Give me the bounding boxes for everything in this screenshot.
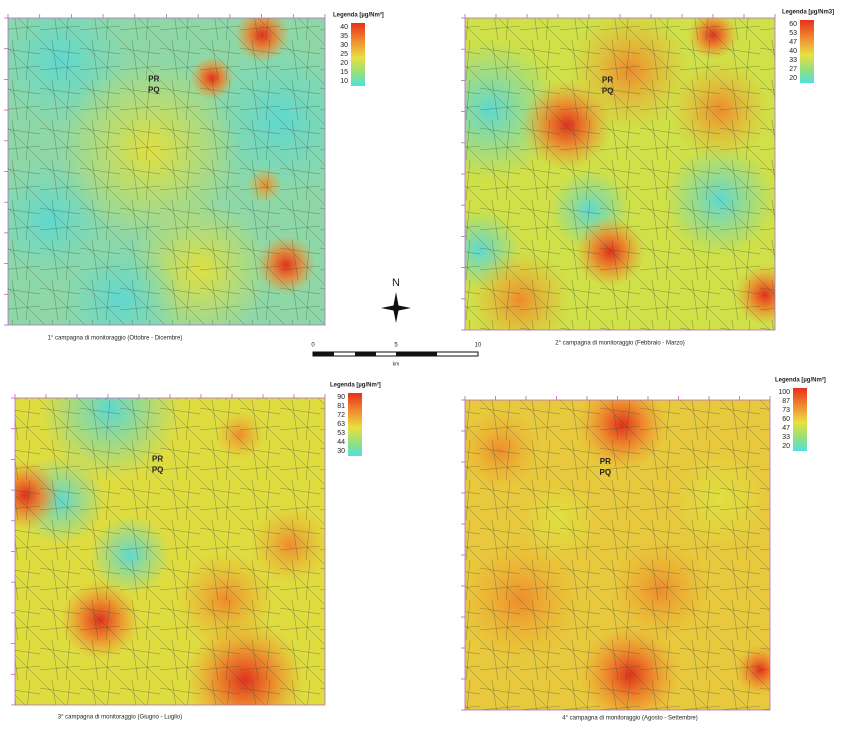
legend-colorbar xyxy=(348,393,362,456)
map-caption: 2° campagna di monitoraggio (Febbraio - … xyxy=(555,341,684,347)
map-panel: PR PQ Legenda [µg/Nm³] 100 87 73 60 47 33 20 4° ca… xyxy=(460,377,826,725)
legend-value: 81 xyxy=(337,403,345,410)
legend-value: 10 xyxy=(340,78,348,85)
legend-value: 44 xyxy=(337,439,345,446)
legend-value: 15 xyxy=(340,69,348,76)
figure: N 0 5 10 km PR PQ Legenda [µg/Nm³] 40 35 30 25… xyxy=(0,0,861,727)
heatmap xyxy=(420,10,795,350)
legend-value: 20 xyxy=(782,443,790,450)
legend-value: 40 xyxy=(340,24,348,31)
map-caption: 1° campagna di monitoraggio (Ottobre - D… xyxy=(48,336,183,342)
legend-colorbar xyxy=(793,388,807,451)
road-network xyxy=(8,18,325,325)
scale-unit: km xyxy=(393,361,400,367)
legend-value: 60 xyxy=(782,416,790,423)
place-label: PQ xyxy=(602,87,614,96)
legend-value: 27 xyxy=(789,66,797,73)
place-label: PR xyxy=(602,76,613,85)
legend-value: 60 xyxy=(789,21,797,28)
road-network xyxy=(465,18,775,330)
place-label: PQ xyxy=(600,468,612,477)
legend-value: 35 xyxy=(340,33,348,40)
legend-value: 47 xyxy=(789,39,797,46)
place-label: PR xyxy=(152,455,163,464)
north-arrow: N xyxy=(381,277,411,323)
legend-value: 20 xyxy=(340,60,348,67)
legend-value: 33 xyxy=(782,434,790,441)
place-label: PQ xyxy=(148,86,160,95)
heatmap xyxy=(460,380,785,725)
scale-tick: 5 xyxy=(394,343,398,349)
map-panel: PR PQ Legenda [µg/Nm³] 40 35 30 25 20 15 10 1° cam… xyxy=(0,0,384,360)
north-label: N xyxy=(392,277,400,289)
legend-value: 30 xyxy=(340,42,348,49)
legend-value: 63 xyxy=(337,421,345,428)
legend-colorbar xyxy=(351,23,365,86)
place-label: PR xyxy=(600,457,611,466)
scale-bar: 0 5 10 km xyxy=(311,343,482,368)
map-caption: 4° campagna di monitoraggio (Agosto - Se… xyxy=(562,716,697,722)
map-panel: PR PQ Legenda [µg/Nm3] 60 53 47 40 33 27 20 2° cam… xyxy=(420,10,834,350)
map-panel: PR PQ Legenda [µg/Nm³] 90 81 72 63 53 44 30 3° cam… xyxy=(0,340,381,727)
legend-value: 53 xyxy=(337,430,345,437)
legend-value: 72 xyxy=(337,412,345,419)
legend-colorbar xyxy=(800,20,814,83)
legend-value: 100 xyxy=(778,389,790,396)
place-label: PQ xyxy=(152,466,164,475)
legend-title: Legenda [µg/Nm³] xyxy=(333,12,384,19)
map-caption: 3° campagna di monitoraggio (Giugno - Lu… xyxy=(58,715,182,721)
legend-title: Legenda [µg/Nm³] xyxy=(330,382,381,389)
legend-title: Legenda [µg/Nm3] xyxy=(782,10,834,16)
legend-value: 87 xyxy=(782,398,790,405)
road-network xyxy=(465,400,770,710)
legend-value: 73 xyxy=(782,407,790,414)
legend-value: 25 xyxy=(340,51,348,58)
scale-tick: 0 xyxy=(311,343,315,349)
heatmap xyxy=(0,0,360,360)
scale-tick: 10 xyxy=(475,343,482,349)
legend-value: 53 xyxy=(789,30,797,37)
legend-title: Legenda [µg/Nm³] xyxy=(775,377,826,384)
legend-value: 90 xyxy=(337,394,345,401)
legend-value: 33 xyxy=(789,57,797,64)
legend-value: 20 xyxy=(789,75,797,82)
legend-value: 30 xyxy=(337,448,345,455)
road-network xyxy=(15,398,325,705)
place-label: PR xyxy=(148,75,159,84)
legend-value: 40 xyxy=(789,48,797,55)
legend-value: 47 xyxy=(782,425,790,432)
